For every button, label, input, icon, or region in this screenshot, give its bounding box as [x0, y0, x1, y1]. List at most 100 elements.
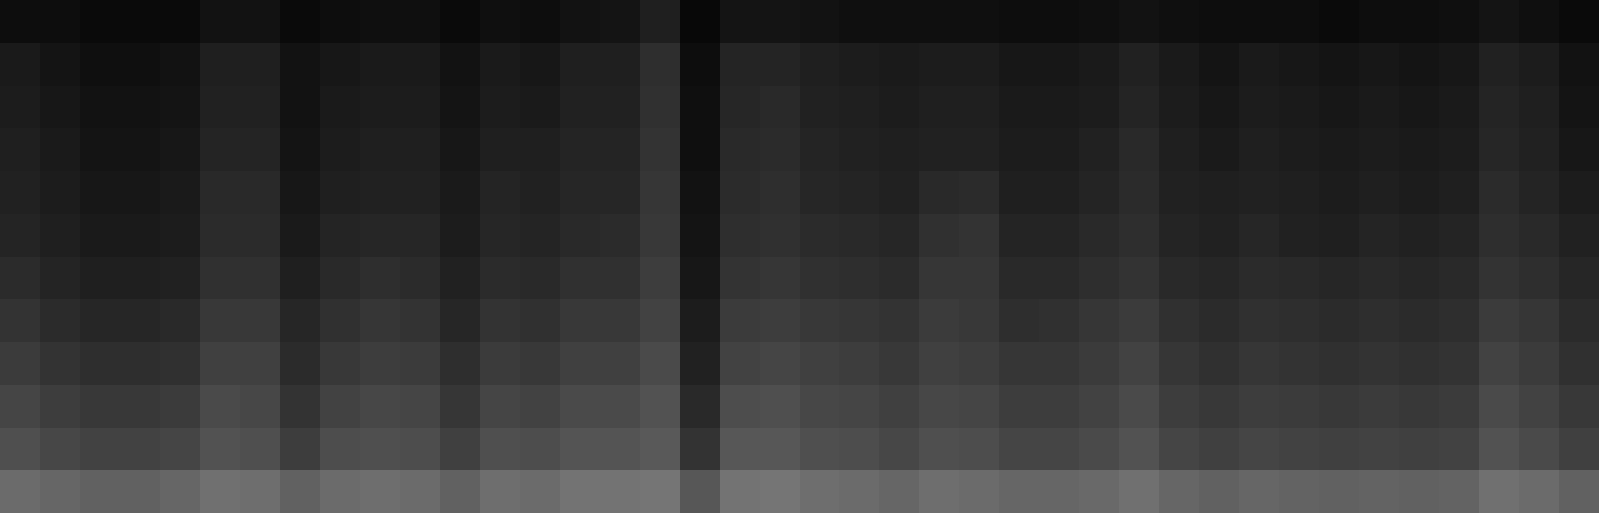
cell [1359, 428, 1399, 470]
cell [1039, 86, 1079, 128]
cell [560, 385, 600, 428]
cell [440, 0, 480, 43]
cell [640, 342, 680, 385]
cell [440, 171, 480, 214]
cell [1319, 43, 1359, 86]
cell [240, 299, 280, 342]
cell [919, 428, 959, 470]
cell [480, 171, 520, 214]
cell [1239, 214, 1279, 257]
cell [1519, 385, 1559, 428]
cell [1119, 299, 1159, 342]
cell [200, 214, 240, 257]
cell [1279, 0, 1319, 43]
cell [1319, 428, 1359, 470]
cell [160, 171, 200, 214]
cell [1399, 470, 1439, 513]
cell [1159, 128, 1199, 171]
cell [80, 86, 120, 128]
cell [720, 86, 760, 128]
cell [1159, 385, 1199, 428]
cell [0, 342, 40, 385]
cell [320, 43, 360, 86]
cell [240, 43, 280, 86]
cell [1479, 342, 1519, 385]
cell [680, 171, 720, 214]
cell [1319, 128, 1359, 171]
cell [1319, 299, 1359, 342]
cell [80, 470, 120, 513]
cell [919, 86, 959, 128]
cell [400, 342, 440, 385]
cell [760, 385, 800, 428]
cell [720, 171, 760, 214]
cell [1519, 470, 1559, 513]
cell [680, 257, 720, 299]
cell [1119, 128, 1159, 171]
cell [919, 171, 959, 214]
cell [680, 342, 720, 385]
cell [879, 257, 919, 299]
cell [1199, 0, 1239, 43]
cell [640, 171, 680, 214]
cell [999, 86, 1039, 128]
cell [400, 385, 440, 428]
cell [400, 43, 440, 86]
cell [1359, 342, 1399, 385]
cell [80, 128, 120, 171]
cell [640, 214, 680, 257]
cell [640, 470, 680, 513]
cell [959, 342, 999, 385]
cell [360, 470, 400, 513]
cell [999, 342, 1039, 385]
cell [0, 214, 40, 257]
cell [1159, 428, 1199, 470]
cell [1439, 128, 1479, 171]
cell [560, 43, 600, 86]
cell [0, 385, 40, 428]
cell [40, 0, 80, 43]
cell [800, 0, 839, 43]
cell [1039, 0, 1079, 43]
cell [760, 214, 800, 257]
cell [1199, 171, 1239, 214]
cell [400, 0, 440, 43]
cell [520, 257, 560, 299]
cell [1159, 257, 1199, 299]
cell [640, 0, 680, 43]
cell [560, 299, 600, 342]
cell [280, 86, 320, 128]
cell [200, 43, 240, 86]
cell [0, 257, 40, 299]
cell [879, 214, 919, 257]
cell [879, 171, 919, 214]
cell [1479, 385, 1519, 428]
cell [999, 171, 1039, 214]
cell [520, 470, 560, 513]
cell [480, 86, 520, 128]
cell [839, 299, 879, 342]
cell [959, 470, 999, 513]
cell [160, 43, 200, 86]
cell [879, 342, 919, 385]
cell [0, 470, 40, 513]
cell [440, 299, 480, 342]
cell [1559, 257, 1599, 299]
cell [1479, 257, 1519, 299]
cell [1439, 214, 1479, 257]
cell [1199, 342, 1239, 385]
cell [1319, 385, 1359, 428]
cell [760, 470, 800, 513]
cell [1279, 428, 1319, 470]
cell [400, 128, 440, 171]
cell [1399, 86, 1439, 128]
cell [600, 428, 640, 470]
cell [280, 257, 320, 299]
cell [1279, 86, 1319, 128]
cell [959, 0, 999, 43]
cell [1079, 128, 1119, 171]
cell [1239, 128, 1279, 171]
cell [919, 128, 959, 171]
cell [640, 428, 680, 470]
cell [1039, 428, 1079, 470]
